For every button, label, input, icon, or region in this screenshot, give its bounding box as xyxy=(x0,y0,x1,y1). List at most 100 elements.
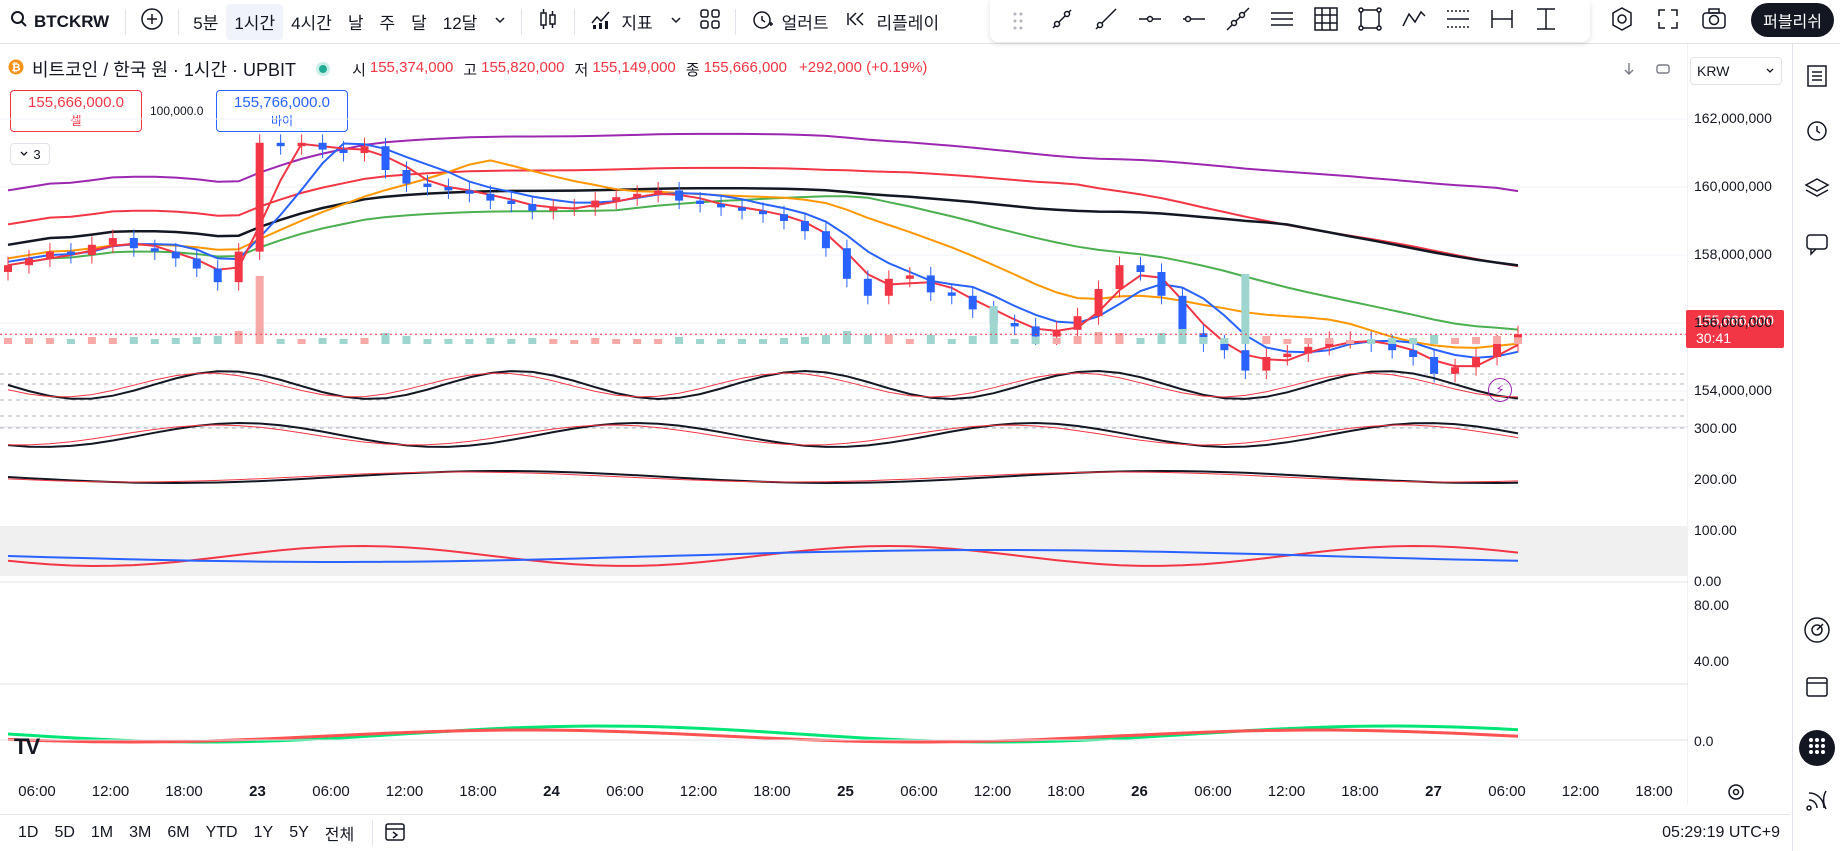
parallel-channel-tool[interactable] xyxy=(1262,3,1302,39)
range-all[interactable]: 전체 xyxy=(324,827,355,844)
interval-dropdown[interactable] xyxy=(485,4,515,40)
watchlist-button[interactable] xyxy=(1801,62,1833,94)
goto-date-button[interactable] xyxy=(383,819,407,848)
lightning-icon[interactable]: ⚡ xyxy=(1488,378,1512,402)
axis-settings-button[interactable] xyxy=(1726,782,1746,807)
volume-bar xyxy=(696,339,705,344)
range-1m[interactable]: 1M xyxy=(90,824,114,841)
volume-bar xyxy=(66,339,75,344)
volume-bar xyxy=(213,336,222,344)
divider xyxy=(521,8,523,35)
interval-1h[interactable]: 1시간 xyxy=(226,3,284,40)
fib-tool[interactable] xyxy=(1438,3,1478,39)
range-5y[interactable]: 5Y xyxy=(289,824,309,841)
layouts-button[interactable] xyxy=(691,4,729,40)
object-tree-button[interactable] xyxy=(1801,174,1833,206)
candles-icon xyxy=(536,7,560,36)
chart-layers xyxy=(0,118,1688,744)
moving-average-line xyxy=(7,142,1519,359)
range-6m[interactable]: 6M xyxy=(167,824,190,841)
indicators-button[interactable]: 지표 xyxy=(581,4,660,40)
volume-bar xyxy=(339,339,348,344)
drag-handle[interactable] xyxy=(998,3,1038,39)
settings-button[interactable] xyxy=(1606,3,1638,39)
replay-button[interactable]: 리플레이 xyxy=(837,4,948,40)
low-label: 저 xyxy=(574,61,589,79)
range-1d[interactable]: 1D xyxy=(18,824,39,841)
open-value: 155,374,000 xyxy=(369,58,454,76)
buy-price: 155,766,000.0 xyxy=(234,94,330,111)
scroll-to-latest-button[interactable] xyxy=(1618,60,1640,82)
interval-1d[interactable]: 날 xyxy=(347,14,364,33)
horizontal-ray-tool[interactable] xyxy=(1130,3,1170,39)
signal-button[interactable] xyxy=(1801,786,1833,818)
moving-average-line xyxy=(7,132,1519,193)
momentum-axis-label: 0.0 xyxy=(1694,733,1714,749)
time-axis-label: 06:00 xyxy=(312,783,350,800)
data-window-button[interactable] xyxy=(1801,616,1833,648)
market-status-dot xyxy=(316,62,331,76)
volume-bar xyxy=(654,339,663,344)
candle-body xyxy=(87,244,96,255)
symbol-search[interactable]: BTCKRW xyxy=(0,4,119,40)
volume-bar xyxy=(570,340,579,344)
clock[interactable]: 05:29:19 UTC+9 xyxy=(1662,824,1780,841)
volume-bar xyxy=(171,338,180,344)
date-range-tool[interactable] xyxy=(1482,3,1522,39)
range-5d[interactable]: 5D xyxy=(54,824,75,841)
alert-button[interactable]: 얼러트 xyxy=(742,4,837,40)
price-chart[interactable] xyxy=(0,44,1688,804)
oscillator-axis-label: 300.00 xyxy=(1694,420,1737,436)
range-ytd[interactable]: YTD xyxy=(205,824,238,841)
interval-5m[interactable]: 5분 xyxy=(193,14,219,33)
candle-body xyxy=(842,248,851,279)
candle-body xyxy=(612,197,621,201)
candle-body xyxy=(968,295,977,310)
candle-body xyxy=(738,207,747,211)
apps-button[interactable] xyxy=(1799,730,1835,766)
calendar-button[interactable] xyxy=(1801,672,1833,704)
volume-bar xyxy=(87,337,96,344)
price-range-tool[interactable] xyxy=(1526,3,1566,39)
order-quantity[interactable]: 100,000.0 xyxy=(150,104,204,118)
ray-tool[interactable] xyxy=(1086,3,1126,39)
extended-line-tool[interactable] xyxy=(1218,3,1258,39)
oscillator-axis-label: 200.00 xyxy=(1694,471,1737,487)
gear-icon xyxy=(1609,6,1635,37)
time-axis-label: 18:00 xyxy=(165,783,203,800)
interval-12mo[interactable]: 12달 xyxy=(442,14,478,33)
horizontal-line-tool[interactable] xyxy=(1174,3,1214,39)
currency-select[interactable]: KRW xyxy=(1690,57,1782,85)
path-tool[interactable] xyxy=(1394,3,1434,39)
interval-4h[interactable]: 4시간 xyxy=(291,14,332,33)
chart-type-button[interactable] xyxy=(528,4,568,40)
auto-scale-button[interactable] xyxy=(1652,60,1674,82)
interval-1mo[interactable]: 달 xyxy=(411,14,427,33)
volume-bar xyxy=(297,339,306,344)
indicators-dropdown[interactable] xyxy=(661,4,691,40)
layers-icon xyxy=(1804,175,1830,206)
candle-body xyxy=(1010,323,1019,327)
candle-body xyxy=(171,251,180,259)
volume-bar xyxy=(989,306,998,344)
range-3m[interactable]: 3M xyxy=(129,824,152,841)
fullscreen-button[interactable] xyxy=(1652,3,1684,39)
compare-button[interactable] xyxy=(132,4,172,40)
candle-body xyxy=(4,265,12,272)
range-1y[interactable]: 1Y xyxy=(253,824,274,841)
snapshot-button[interactable] xyxy=(1698,3,1730,39)
grid-tool[interactable] xyxy=(1306,3,1346,39)
chevron-down-icon xyxy=(669,12,683,32)
buy-button[interactable]: 155,766,000.0 바이 xyxy=(216,90,348,132)
low-value: 155,149,000 xyxy=(592,58,676,76)
chat-button[interactable] xyxy=(1801,230,1833,262)
sell-button[interactable]: 155,666,000.0 셀 xyxy=(10,90,142,132)
interval-1w[interactable]: 주 xyxy=(379,14,396,33)
publish-button[interactable]: 퍼블리쉬 xyxy=(1751,3,1834,37)
rectangle-icon xyxy=(1357,6,1383,37)
trend-line-tool[interactable] xyxy=(1042,3,1082,39)
alerts-button[interactable] xyxy=(1801,116,1833,148)
rectangle-tool[interactable] xyxy=(1350,3,1390,39)
indicator-collapse-toggle[interactable]: 3 xyxy=(10,143,50,165)
